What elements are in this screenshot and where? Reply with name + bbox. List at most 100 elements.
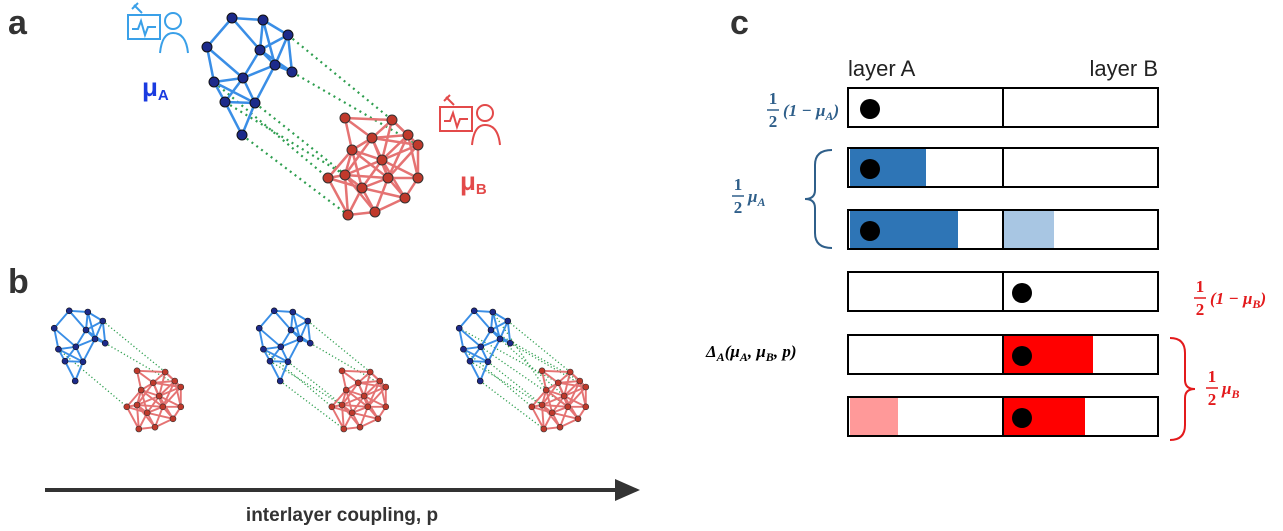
expression-part: (μ	[725, 342, 740, 361]
node	[270, 60, 280, 70]
node	[250, 98, 260, 108]
signal	[132, 21, 156, 35]
particle	[860, 99, 880, 119]
fraction-denominator: 2	[1196, 300, 1205, 319]
edge	[459, 311, 474, 328]
network	[456, 308, 589, 432]
node	[209, 77, 219, 87]
node	[370, 207, 380, 217]
node	[539, 402, 545, 408]
mu-sub: B	[476, 181, 487, 198]
node	[172, 378, 178, 384]
node	[367, 133, 377, 143]
expression-part: Δ	[705, 342, 717, 361]
interlayer-link	[491, 330, 580, 381]
node	[365, 404, 371, 410]
expression-part: )	[831, 101, 839, 120]
node	[278, 344, 284, 350]
edge	[69, 311, 86, 330]
interlayer-link	[310, 343, 386, 387]
subscript: B	[1230, 387, 1239, 401]
node	[55, 346, 61, 352]
mu-a: μA	[142, 72, 169, 104]
network	[202, 13, 423, 220]
brace	[1170, 338, 1195, 440]
edge	[270, 361, 280, 381]
node	[357, 424, 363, 430]
edge	[345, 118, 392, 120]
fraction-denominator: 2	[1208, 390, 1217, 409]
wrench	[132, 3, 142, 13]
subscript: A	[824, 109, 833, 123]
node	[477, 378, 483, 384]
edge	[508, 321, 510, 343]
fill-segment	[850, 397, 898, 436]
column-header: layer B	[1090, 56, 1158, 81]
edge	[137, 371, 165, 372]
node	[305, 318, 311, 324]
edge	[470, 361, 480, 381]
head	[165, 13, 181, 29]
node	[307, 340, 313, 346]
subscript: B	[1251, 297, 1260, 311]
node	[66, 308, 72, 314]
node	[541, 426, 547, 432]
brace	[805, 150, 832, 248]
interlayer-link	[105, 343, 181, 387]
expression-part: )	[1258, 289, 1266, 308]
subscript: A	[716, 350, 725, 364]
edge	[103, 321, 105, 343]
mu: μ	[460, 166, 476, 196]
node	[555, 380, 561, 386]
node	[575, 416, 581, 422]
expression-part: , μ	[747, 342, 766, 361]
node	[134, 402, 140, 408]
node	[577, 378, 583, 384]
edge	[137, 405, 163, 407]
mu: μ	[142, 72, 158, 102]
node	[557, 424, 563, 430]
figure: a b c μA μB interlayer coupling, p layer…	[0, 0, 1283, 531]
node	[238, 73, 248, 83]
node	[377, 378, 383, 384]
fraction-numerator: 1	[1208, 367, 1217, 386]
node	[413, 140, 423, 150]
operator-icon	[128, 3, 188, 53]
edge	[342, 371, 370, 372]
node	[256, 325, 262, 331]
expression: (1 − μA)	[783, 101, 839, 123]
node	[72, 378, 78, 384]
edge	[207, 18, 232, 47]
node	[323, 173, 333, 183]
edge	[288, 35, 292, 72]
node	[361, 393, 367, 399]
node	[162, 369, 168, 375]
operator-icon	[440, 95, 500, 145]
node	[62, 358, 68, 364]
node	[488, 327, 494, 333]
edge	[54, 311, 69, 328]
expression: ΔA(μA, μB, p)	[705, 342, 796, 364]
node	[202, 42, 212, 52]
body	[160, 33, 188, 53]
mu-sub: A	[158, 87, 169, 104]
node	[178, 404, 184, 410]
subscript: B	[765, 350, 774, 364]
node	[539, 368, 545, 374]
node	[543, 387, 549, 393]
signal	[444, 113, 468, 127]
node	[156, 393, 162, 399]
interlayer-link	[292, 72, 418, 145]
fraction-denominator: 2	[769, 112, 778, 131]
fraction-numerator: 1	[1196, 277, 1205, 296]
node	[343, 387, 349, 393]
node	[467, 358, 473, 364]
node	[460, 346, 466, 352]
expression: μB	[1221, 379, 1239, 401]
expression-part: (1 − μ	[1210, 289, 1252, 308]
node	[387, 115, 397, 125]
node	[92, 336, 98, 342]
node	[227, 13, 237, 23]
node	[255, 45, 265, 55]
expression-part: μ	[747, 187, 757, 206]
